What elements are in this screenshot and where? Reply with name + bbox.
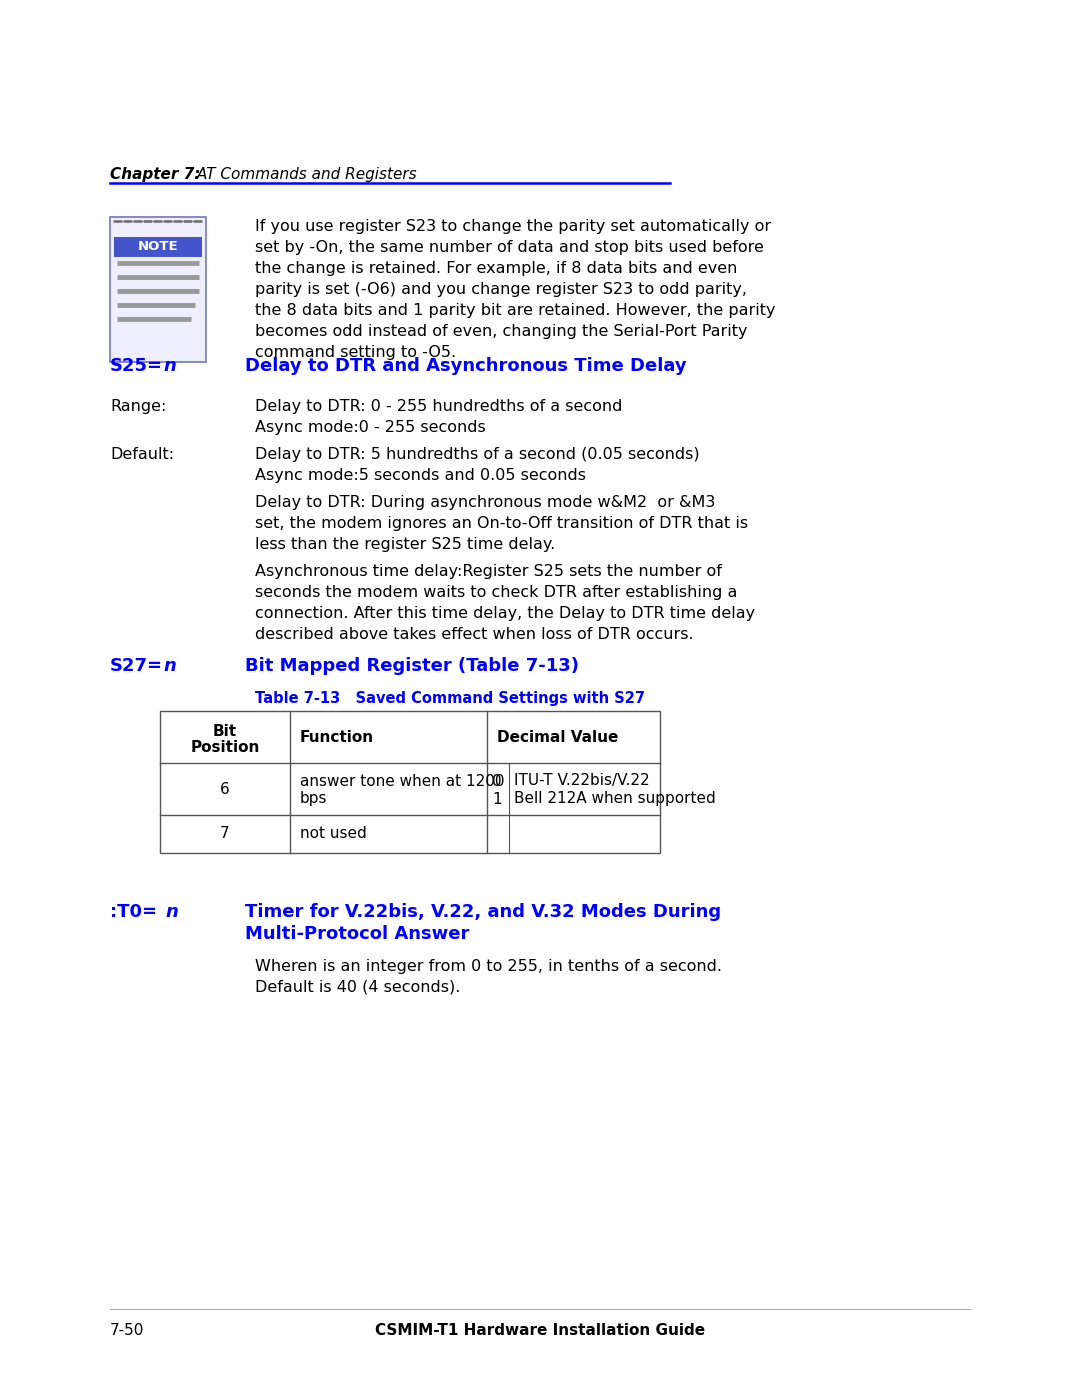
Text: 7-50: 7-50 bbox=[110, 1323, 145, 1338]
Text: answer tone when at 1200: answer tone when at 1200 bbox=[300, 774, 504, 788]
Text: described above takes effect when loss of DTR occurs.: described above takes effect when loss o… bbox=[255, 627, 693, 643]
Text: Asynchronous time delay:Register S25 sets the number of: Asynchronous time delay:Register S25 set… bbox=[255, 564, 721, 578]
Text: Table 7-13   Saved Command Settings with S27: Table 7-13 Saved Command Settings with S… bbox=[255, 692, 645, 705]
Text: seconds the modem waits to check DTR after establishing a: seconds the modem waits to check DTR aft… bbox=[255, 585, 738, 599]
Bar bbox=[110, 217, 206, 362]
Text: If you use register S23 to change the parity set automatically or: If you use register S23 to change the pa… bbox=[255, 219, 771, 235]
Text: ITU-T V.22bis/V.22: ITU-T V.22bis/V.22 bbox=[514, 774, 650, 788]
Text: Bit Mapped Register (Table 7-13): Bit Mapped Register (Table 7-13) bbox=[220, 657, 579, 675]
Text: less than the register S25 time delay.: less than the register S25 time delay. bbox=[255, 536, 555, 552]
Text: 1: 1 bbox=[492, 792, 501, 806]
Text: command setting to -O5.: command setting to -O5. bbox=[255, 345, 456, 360]
Text: Function: Function bbox=[300, 729, 374, 745]
Text: Range:: Range: bbox=[110, 400, 166, 414]
Text: :T0=: :T0= bbox=[110, 902, 157, 921]
Text: the change is retained. For example, if 8 data bits and even: the change is retained. For example, if … bbox=[255, 261, 738, 277]
Text: Default:: Default: bbox=[110, 447, 174, 462]
Text: AT Commands and Registers: AT Commands and Registers bbox=[192, 168, 417, 182]
Text: 6: 6 bbox=[220, 781, 230, 796]
Text: becomes odd instead of even, changing the Serial-Port Parity: becomes odd instead of even, changing th… bbox=[255, 324, 747, 339]
Text: set, the modem ignores an On-to-Off transition of DTR that is: set, the modem ignores an On-to-Off tran… bbox=[255, 515, 748, 531]
Text: S25=: S25= bbox=[110, 358, 163, 374]
Text: Timer for V.22bis, V.22, and V.32 Modes During: Timer for V.22bis, V.22, and V.32 Modes … bbox=[220, 902, 721, 921]
Text: the 8 data bits and 1 parity bit are retained. However, the parity: the 8 data bits and 1 parity bit are ret… bbox=[255, 303, 775, 319]
Text: Bit: Bit bbox=[213, 724, 238, 739]
Text: bps: bps bbox=[300, 792, 327, 806]
Text: Multi-Protocol Answer: Multi-Protocol Answer bbox=[220, 925, 470, 943]
Text: Default is 40 (4 seconds).: Default is 40 (4 seconds). bbox=[255, 981, 460, 995]
Text: Position: Position bbox=[190, 739, 259, 754]
Text: Bell 212A when supported: Bell 212A when supported bbox=[514, 792, 716, 806]
Text: Delay to DTR: During asynchronous mode w&M2  or &M3: Delay to DTR: During asynchronous mode w… bbox=[255, 495, 715, 510]
Text: Chapter 7:: Chapter 7: bbox=[110, 168, 201, 182]
Text: Delay to DTR: 0 - 255 hundredths of a second: Delay to DTR: 0 - 255 hundredths of a se… bbox=[255, 400, 622, 414]
Text: Wheren is an integer from 0 to 255, in tenths of a second.: Wheren is an integer from 0 to 255, in t… bbox=[255, 958, 723, 974]
Text: S27=: S27= bbox=[110, 657, 163, 675]
Text: connection. After this time delay, the Delay to DTR time delay: connection. After this time delay, the D… bbox=[255, 606, 755, 622]
Text: parity is set (-O6) and you change register S23 to odd parity,: parity is set (-O6) and you change regis… bbox=[255, 282, 747, 298]
Text: not used: not used bbox=[300, 827, 367, 841]
Text: Delay to DTR and Asynchronous Time Delay: Delay to DTR and Asynchronous Time Delay bbox=[220, 358, 687, 374]
Text: 0: 0 bbox=[492, 774, 501, 788]
Text: set by -On, the same number of data and stop bits used before: set by -On, the same number of data and … bbox=[255, 240, 764, 256]
Text: 7: 7 bbox=[220, 827, 230, 841]
Text: NOTE: NOTE bbox=[137, 240, 178, 253]
Bar bbox=[160, 711, 660, 854]
Text: Async mode:0 - 255 seconds: Async mode:0 - 255 seconds bbox=[255, 420, 486, 434]
Text: n: n bbox=[165, 902, 178, 921]
Text: n: n bbox=[163, 657, 176, 675]
Text: Delay to DTR: 5 hundredths of a second (0.05 seconds): Delay to DTR: 5 hundredths of a second (… bbox=[255, 447, 700, 462]
Text: Decimal Value: Decimal Value bbox=[497, 729, 619, 745]
Text: CSMIM-T1 Hardware Installation Guide: CSMIM-T1 Hardware Installation Guide bbox=[375, 1323, 705, 1338]
Bar bbox=[114, 237, 202, 257]
Text: n: n bbox=[163, 358, 176, 374]
Text: Async mode:5 seconds and 0.05 seconds: Async mode:5 seconds and 0.05 seconds bbox=[255, 468, 586, 483]
